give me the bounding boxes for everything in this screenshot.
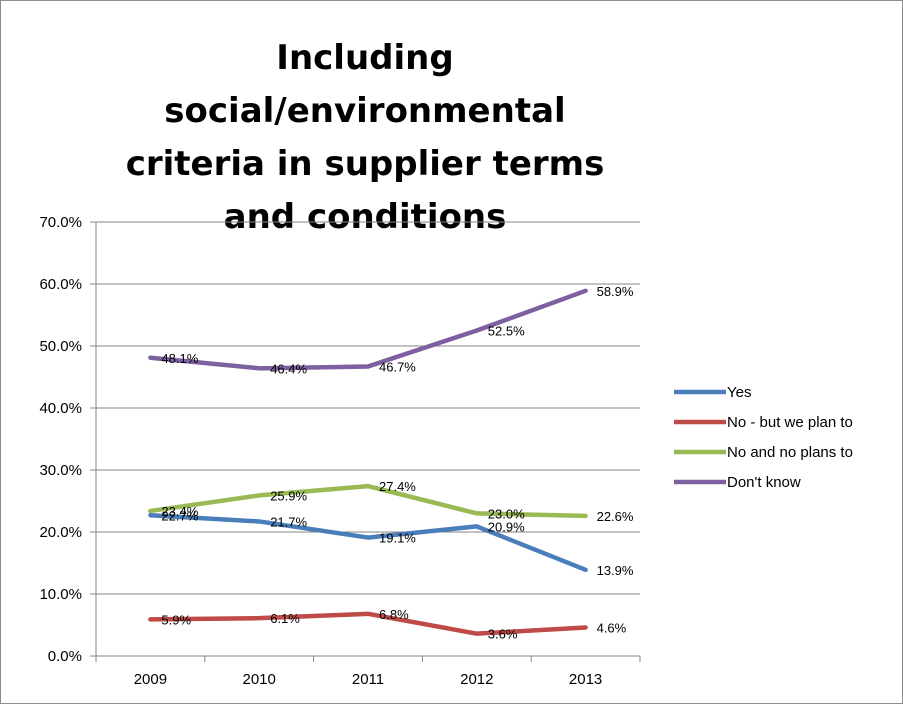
data-label: 22.7%	[161, 508, 198, 523]
y-tick-label: 60.0%	[39, 276, 82, 293]
x-tick-label: 2010	[243, 671, 276, 688]
data-label: 46.4%	[270, 361, 307, 376]
x-tick-label: 2012	[460, 671, 493, 688]
y-tick-label: 20.0%	[39, 524, 82, 541]
series-line	[148, 483, 588, 519]
chart-title: Including social/environmental criteria …	[125, 38, 605, 237]
data-label: 22.6%	[597, 509, 634, 524]
data-label: 20.9%	[488, 519, 525, 534]
y-tick-label: 0.0%	[48, 648, 82, 665]
x-tick-label: 2013	[569, 671, 602, 688]
data-label: 6.1%	[270, 611, 300, 626]
axes: 0.0% 10.0% 20.0% 30.0% 40.0% 50.0% 60.0% 70.0% 2…	[39, 214, 641, 688]
legend-entry: Yes	[727, 384, 751, 401]
data-label: 5.9%	[161, 612, 191, 627]
data-label: 48.1%	[161, 351, 198, 366]
series-line	[148, 513, 588, 573]
legend-entry: Don't know	[727, 474, 801, 491]
x-tick-label: 2011	[352, 671, 384, 688]
legend-entry: No and no plans to	[727, 444, 853, 461]
series-line	[148, 611, 588, 636]
series-lines	[148, 288, 588, 636]
data-label: 23.0%	[488, 506, 525, 521]
legend: Yes No - but we plan to No and no plans to…	[674, 384, 853, 491]
data-label: 19.1%	[379, 531, 416, 546]
y-tick-label: 10.0%	[39, 586, 82, 603]
y-tick-label: 30.0%	[39, 462, 82, 479]
series-line	[148, 288, 588, 371]
data-label: 23.4%	[161, 504, 198, 519]
gridlines	[96, 221, 640, 595]
y-tick-label: 50.0%	[39, 338, 82, 355]
x-tick-label: 2009	[134, 671, 167, 688]
data-label: 21.7%	[270, 514, 307, 529]
legend-entry: No - but we plan to	[727, 414, 853, 431]
data-label: 46.7%	[379, 359, 416, 374]
y-tick-label: 70.0%	[39, 214, 82, 231]
data-labels: 22.7% 21.7% 19.1% 20.9% 13.9% 5.9% 6.1% 6.8% 3.6…	[161, 284, 634, 642]
data-label: 13.9%	[597, 563, 634, 578]
data-label: 6.8%	[379, 607, 409, 622]
data-label: 58.9%	[597, 284, 634, 299]
data-label: 27.4%	[379, 479, 416, 494]
data-label: 52.5%	[488, 324, 525, 339]
data-label: 4.6%	[597, 620, 627, 635]
y-tick-label: 40.0%	[39, 400, 82, 417]
data-label: 25.9%	[270, 488, 307, 503]
data-label: 3.6%	[488, 627, 518, 642]
